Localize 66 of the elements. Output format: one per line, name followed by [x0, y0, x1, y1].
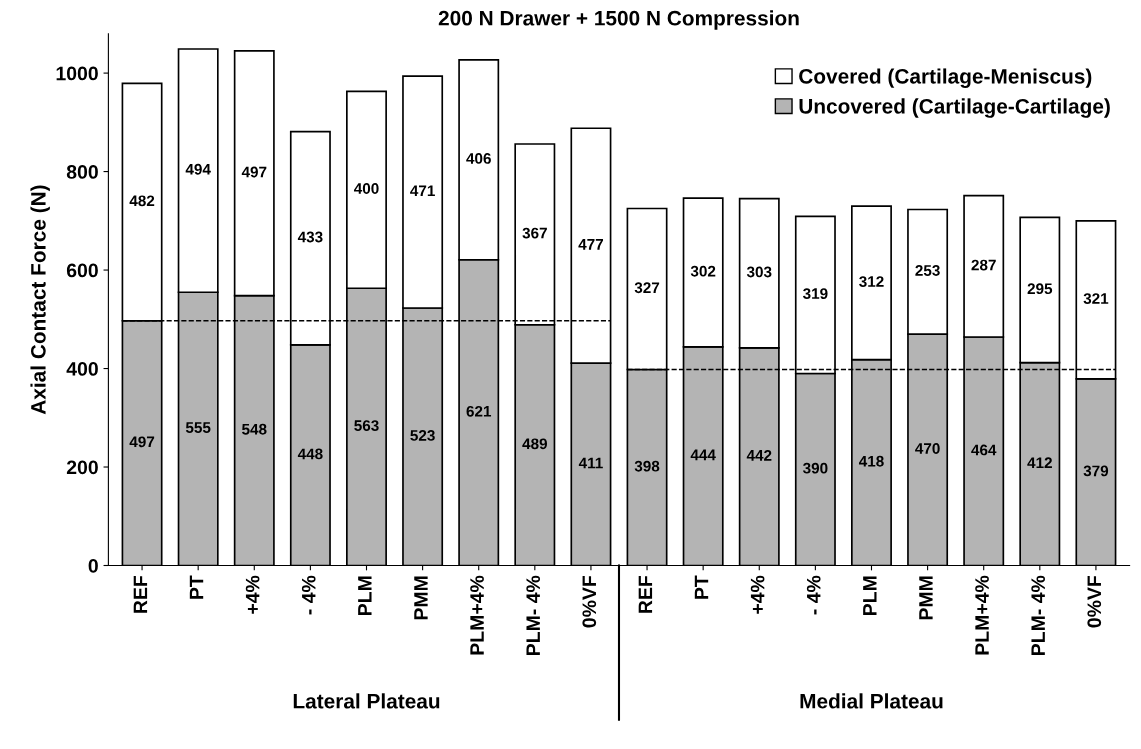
y-tick-label: 800 — [66, 165, 98, 179]
data-label: 471 — [410, 185, 435, 196]
data-label: 548 — [242, 423, 267, 435]
data-label: 367 — [522, 227, 547, 239]
y-tick-label: 200 — [66, 460, 98, 475]
x-tick-label: PT — [189, 575, 204, 599]
y-axis-title: Axial Contact Force (N) — [30, 185, 50, 415]
x-tick-label: +4% — [750, 575, 765, 614]
data-label: 482 — [129, 195, 155, 207]
data-label: 497 — [129, 436, 155, 448]
data-label: 555 — [185, 422, 211, 433]
data-label: 321 — [1083, 293, 1109, 304]
data-label: 448 — [297, 448, 323, 460]
x-tick-label: PLM+4% — [470, 575, 484, 655]
data-label: 253 — [915, 265, 940, 276]
x-tick-label: PLM+4% — [975, 575, 989, 655]
data-label: 433 — [297, 231, 323, 243]
text: Lateral Plateau — [293, 693, 440, 709]
data-label: 464 — [971, 444, 997, 456]
legend-label: Covered (Cartilage-Meniscus) — [799, 68, 1092, 88]
data-label: 411 — [578, 457, 603, 469]
data-label: 295 — [1027, 283, 1053, 295]
x-tick-label: PMM — [414, 576, 428, 620]
data-label: 302 — [690, 265, 716, 277]
x-tick-label: PLM- 4% — [526, 575, 541, 655]
x-tick-label: REF — [638, 575, 653, 613]
data-label: 563 — [354, 420, 379, 432]
x-tick-label: 0%VF — [1087, 575, 1102, 628]
x-tick-label: PLM- 4% — [1031, 575, 1045, 655]
x-tick-label: +4% — [245, 575, 260, 614]
data-label: 494 — [185, 163, 211, 175]
x-tick-label: REF — [133, 575, 148, 613]
data-label: 442 — [746, 449, 772, 461]
y-tick-label: 600 — [66, 263, 98, 278]
x-tick-label: - 4% — [301, 575, 316, 615]
x-tick-label: PT — [694, 575, 709, 599]
legend-label: Uncovered (Cartilage-Cartilage) — [799, 98, 1110, 118]
x-tick-label: PLM — [863, 576, 877, 615]
data-label: 523 — [410, 430, 435, 441]
y-tick-label: 0 — [88, 558, 98, 573]
text: Medial Plateau — [800, 693, 943, 709]
data-label: 489 — [522, 438, 548, 450]
data-label: 444 — [690, 449, 716, 461]
data-label: 412 — [1027, 457, 1052, 469]
data-label: 418 — [858, 455, 884, 467]
x-tick-label: PLM — [358, 576, 372, 615]
data-label: 470 — [915, 443, 940, 454]
x-tick-label: - 4% — [806, 575, 821, 615]
x-tick-label: PMM — [919, 576, 933, 620]
x-tick-label: 0%VF — [582, 575, 597, 628]
data-label: 477 — [578, 239, 604, 250]
data-label: 303 — [746, 266, 772, 278]
data-label: 327 — [634, 282, 660, 294]
data-label: 398 — [634, 460, 660, 472]
data-label: 406 — [466, 153, 491, 164]
data-label: 497 — [241, 166, 267, 178]
y-tick-label: 1000 — [56, 66, 98, 81]
chart-title: 200 N Drawer + 1500 N Compression — [438, 10, 799, 30]
y-tick-label: 400 — [66, 362, 98, 376]
data-label: 319 — [802, 288, 828, 300]
data-label: 390 — [802, 462, 828, 474]
data-label: 379 — [1083, 465, 1109, 477]
data-label: 400 — [353, 183, 379, 194]
data-label: 287 — [971, 259, 996, 271]
data-label: 621 — [466, 405, 492, 417]
data-label: 312 — [859, 276, 884, 287]
